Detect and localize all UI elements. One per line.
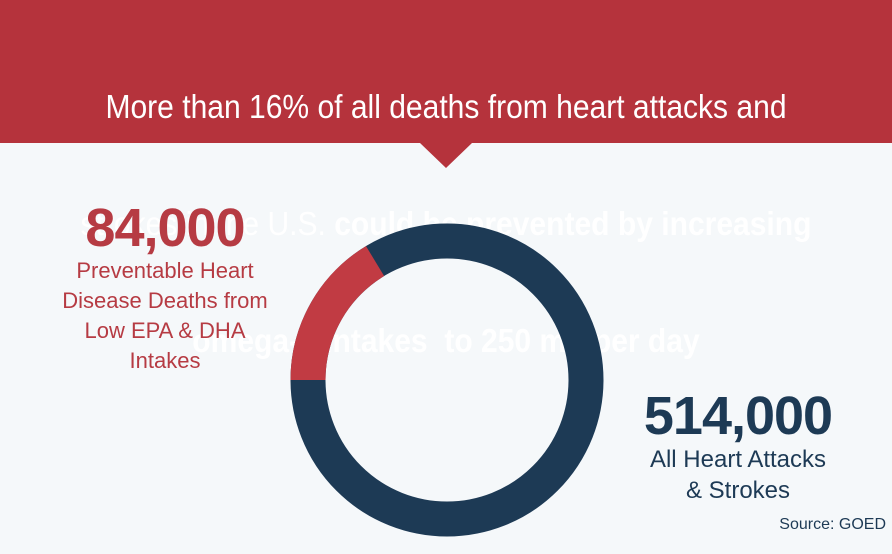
- headline-text: More than 16% of all deaths from heart a…: [40, 0, 852, 438]
- stat-preventable-label-line-3: Low EPA & DHA: [84, 318, 246, 343]
- donut-chart: [290, 223, 604, 537]
- stat-preventable-label-line-4: Intakes: [129, 348, 201, 373]
- headline-line-2-regular: strokes in the U.S.: [80, 205, 335, 242]
- headline-banner: More than 16% of all deaths from heart a…: [0, 0, 892, 359]
- stat-total: 514,000 All Heart Attacks & Strokes: [608, 388, 868, 506]
- stat-preventable-label-line-1: Preventable Heart: [76, 258, 254, 283]
- stat-total-label: All Heart Attacks & Strokes: [608, 444, 868, 506]
- stat-preventable-label-line-2: Disease Deaths from: [62, 288, 268, 313]
- stat-preventable: 84,000 Preventable Heart Disease Deaths …: [35, 200, 295, 376]
- source-attribution: Source: GOED: [779, 516, 886, 533]
- headline-line-2: strokes in the U.S. could be prevented b…: [40, 204, 852, 243]
- stat-total-label-line-2: & Strokes: [685, 477, 791, 504]
- headline-line-1-text: More than 16% of all deaths from heart a…: [105, 88, 787, 125]
- banner-pointer-triangle: [420, 143, 472, 168]
- stat-preventable-value: 84,000: [85, 198, 245, 258]
- stat-preventable-label: Preventable Heart Disease Deaths from Lo…: [35, 256, 295, 376]
- headline-line-1: More than 16% of all deaths from heart a…: [40, 87, 852, 126]
- stat-total-label-line-1: All Heart Attacks: [649, 446, 827, 473]
- donut-arc-preventable: [290, 223, 604, 537]
- stat-total-value: 514,000: [643, 386, 833, 446]
